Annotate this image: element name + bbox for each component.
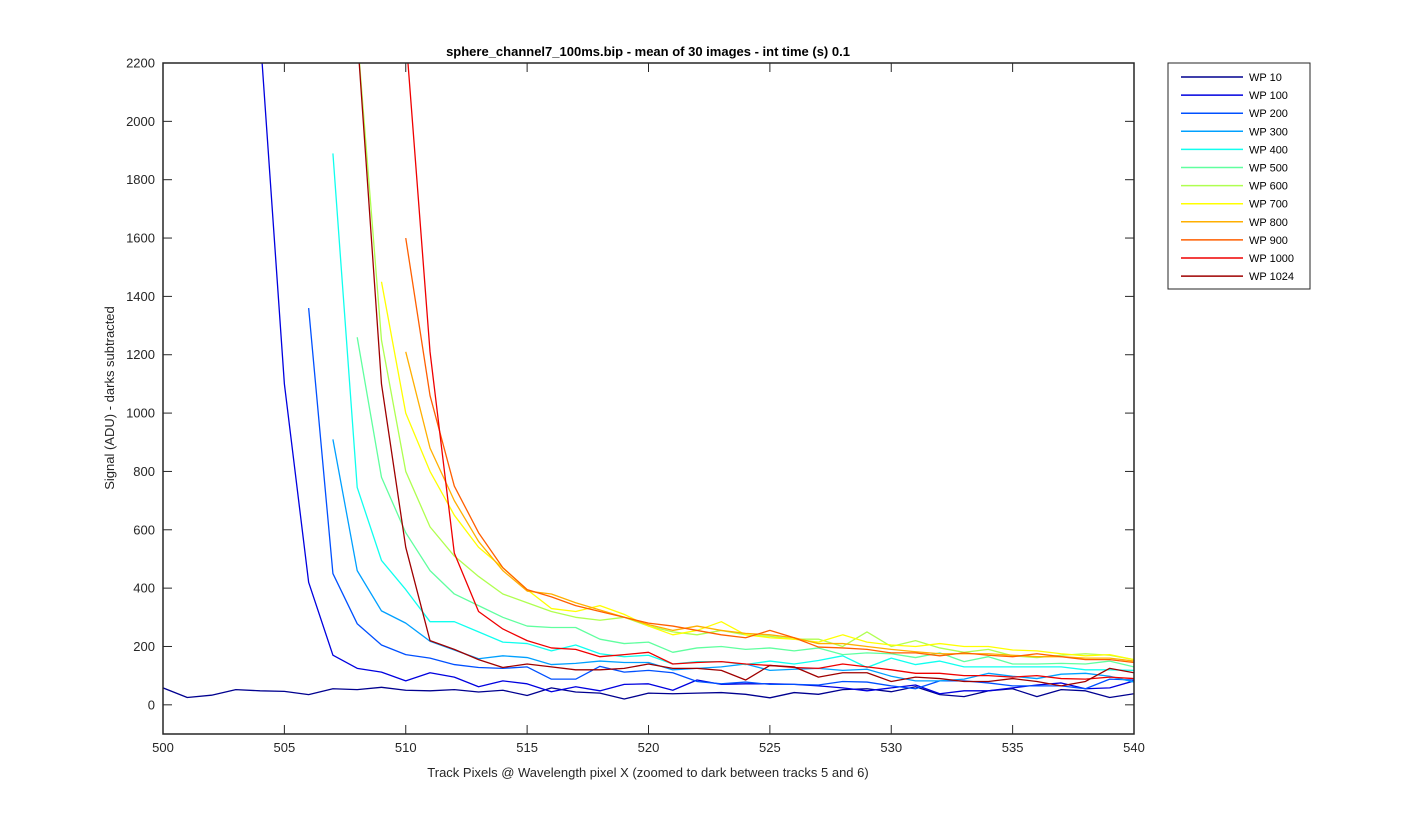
legend-entry: WP 600 — [1249, 181, 1288, 193]
x-tick-label: 515 — [516, 740, 538, 755]
y-tick-label: 600 — [133, 522, 155, 537]
x-tick-labels: 500 505 510 515 520 525 530 535 540 — [152, 740, 1145, 755]
legend-entry: WP 800 — [1249, 217, 1288, 229]
legend-entry: WP 10 — [1249, 72, 1282, 84]
y-tick-label: 1800 — [126, 172, 155, 187]
legend-entry: WP 200 — [1249, 108, 1288, 120]
y-tick-label: 200 — [133, 639, 155, 654]
chart-title: sphere_channel7_100ms.bip - mean of 30 i… — [446, 44, 850, 59]
legend-entry: WP 300 — [1249, 126, 1288, 138]
series-line-6 — [356, 337, 1134, 668]
series-line-1 — [163, 686, 1134, 700]
legend-box — [1167, 62, 1311, 290]
legend-entry: WP 1024 — [1249, 271, 1294, 283]
y-tick-label: 800 — [133, 464, 155, 479]
x-tick-label: 535 — [1002, 740, 1024, 755]
series-layer — [163, 63, 1134, 700]
legend-entry: WP 900 — [1249, 235, 1288, 247]
y-tick-label: 1200 — [126, 347, 155, 362]
x-tick-label: 505 — [274, 740, 296, 755]
x-tick-label: 500 — [152, 740, 174, 755]
series-line-2 — [261, 63, 1134, 695]
y-tick-label: 1000 — [126, 406, 155, 421]
legend-entry: WP 1000 — [1249, 253, 1294, 265]
x-axis-label: Track Pixels @ Wavelength pixel X (zoome… — [427, 765, 868, 780]
series-line-10 — [405, 237, 1134, 664]
series-line-12 — [358, 63, 1134, 687]
legend-entry: WP 500 — [1249, 163, 1288, 175]
y-tick-label: 2200 — [126, 56, 155, 71]
x-tick-label: 520 — [638, 740, 660, 755]
legend-entry: WP 100 — [1249, 90, 1288, 102]
y-tick-labels: 0 200 400 600 800 1000 1200 1400 1600 1800 2000 220… — [126, 56, 155, 713]
plot-frame — [162, 62, 1135, 735]
y-tick-label: 1400 — [126, 289, 155, 304]
series-line-9 — [405, 351, 1134, 662]
y-tick-label: 2000 — [126, 114, 155, 129]
legend-entry: WP 700 — [1249, 199, 1288, 211]
legend-entry: WP 400 — [1249, 144, 1288, 156]
x-tick-label: 540 — [1123, 740, 1145, 755]
x-tick-label: 510 — [395, 740, 417, 755]
x-tick-label: 525 — [759, 740, 781, 755]
ticks-layer — [162, 62, 1135, 734]
x-tick-label: 530 — [880, 740, 902, 755]
y-tick-label: 400 — [133, 581, 155, 596]
plot-area — [163, 63, 1134, 734]
y-axis-label: Signal (ADU) - darks subtracted — [102, 306, 117, 490]
y-tick-label: 1600 — [126, 231, 155, 246]
series-line-3 — [308, 308, 1134, 690]
y-tick-label: 0 — [148, 697, 155, 712]
legend: WP 10 WP 100 WP 200 WP 300 WP 400 WP 500 WP 60… — [1167, 62, 1311, 290]
